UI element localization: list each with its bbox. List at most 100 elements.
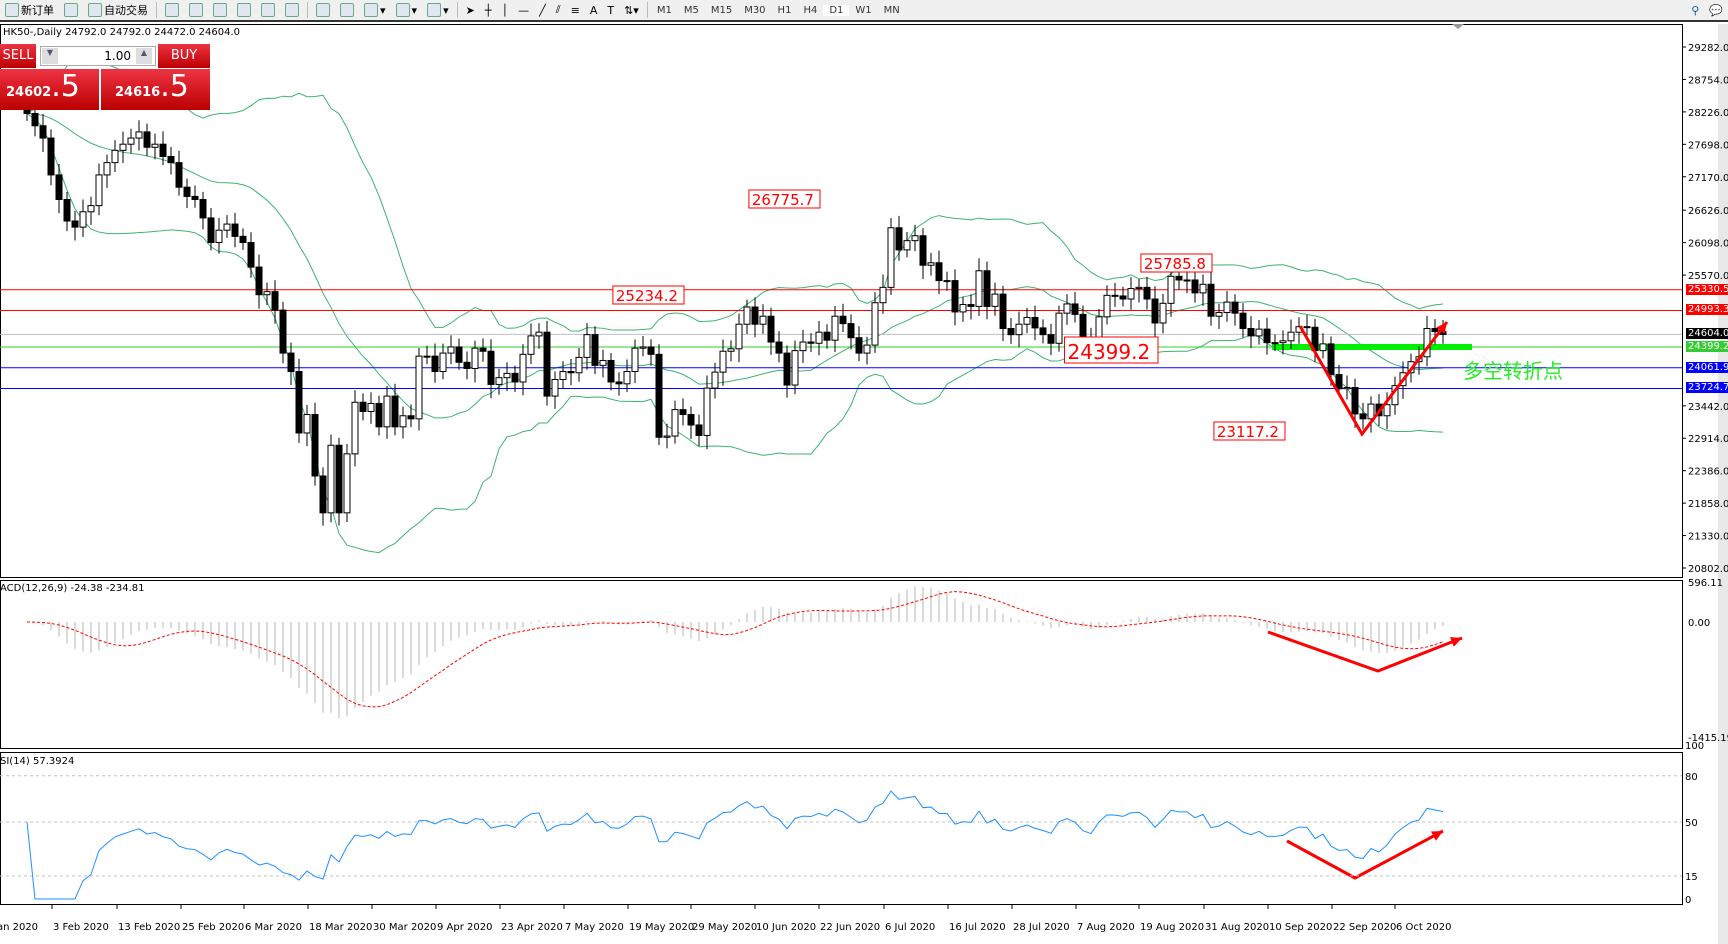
toolbar: 新订单 自动交易 ▾ ▾ ▾ ➤ ┼ │ — ╱ ⫽ ≡ A T ⇅▾ M1 M5…: [0, 0, 1728, 22]
candle-body: [959, 304, 967, 313]
crosshair-icon: ┼: [484, 3, 492, 17]
channel-button[interactable]: ⫽: [551, 0, 566, 20]
indicators-button[interactable]: ▾: [359, 0, 391, 20]
candle-body: [1287, 331, 1295, 342]
rsi-pane: [0, 752, 1683, 905]
price-callout: 26775.7: [752, 191, 814, 209]
candle-body: [327, 444, 335, 514]
price-axis-label: 29282.0: [1688, 43, 1728, 54]
candle-body: [111, 149, 119, 164]
candle-body: [319, 475, 327, 514]
macd-pane: [0, 580, 1683, 749]
vline-button[interactable]: │: [496, 0, 513, 20]
candle-body: [1279, 340, 1287, 344]
timeframe-h4[interactable]: H4: [803, 4, 818, 16]
zoom-out-button[interactable]: [256, 0, 280, 20]
price-axis-label: 26098.0: [1688, 239, 1728, 250]
hline-price-label: 25330.5: [1686, 283, 1728, 295]
rsi-label: SI(14) 57.3924: [0, 756, 75, 767]
one-click-trading-panel: SELL 1.00 ▼ ▲ BUY 24602.5 24616.5: [0, 44, 210, 110]
text-icon: A: [589, 3, 598, 17]
candle-body: [735, 323, 743, 350]
fibonacci-icon: ≡: [570, 3, 580, 17]
search-button[interactable]: ⚲: [1686, 0, 1704, 20]
candle-body: [439, 352, 447, 373]
sell-button[interactable]: SELL: [0, 44, 36, 68]
candle-body: [1199, 283, 1207, 294]
price-callout-box: [1213, 421, 1286, 441]
scrollbar-strip: [1718, 24, 1728, 944]
sell-price[interactable]: 24602.5: [0, 69, 99, 110]
price-pane: [0, 24, 1683, 578]
price-callout-box: [748, 189, 821, 209]
lot-size-input[interactable]: 1.00: [40, 46, 156, 66]
candle-body: [519, 353, 527, 383]
timeframe-h1[interactable]: H1: [777, 4, 792, 16]
auto-trading-button[interactable]: 自动交易: [83, 0, 153, 20]
trendline-button[interactable]: ╱: [534, 0, 551, 20]
line-chart-button[interactable]: [208, 0, 232, 20]
timeframe-m30[interactable]: M30: [744, 4, 766, 16]
candle-body: [287, 352, 295, 373]
candle-body: [103, 162, 111, 176]
candle-body: [1103, 294, 1111, 318]
candle-body: [343, 453, 351, 514]
autoscroll-button[interactable]: [311, 0, 335, 20]
candle-body: [847, 323, 855, 339]
timeframe-mn[interactable]: MN: [883, 4, 900, 16]
bar-chart-button[interactable]: [160, 0, 184, 20]
lot-decrease-button[interactable]: ▼: [42, 48, 58, 64]
lot-increase-button[interactable]: ▲: [136, 48, 152, 64]
candle-body: [751, 306, 759, 325]
candle-body: [695, 424, 703, 436]
chart-shift-button[interactable]: [335, 0, 359, 20]
zoom-in-button[interactable]: [232, 0, 256, 20]
price-axis-label: 27698.0: [1688, 140, 1728, 151]
candle-body: [1047, 334, 1055, 344]
candle-body: [575, 356, 583, 374]
timeframe-m5[interactable]: M5: [683, 4, 699, 16]
date-axis-label: 19 Aug 2020: [1140, 922, 1204, 933]
timeframe-w1[interactable]: W1: [855, 4, 872, 16]
buy-price[interactable]: 24616.5: [101, 69, 210, 110]
candle-body: [719, 350, 727, 373]
fibo-button[interactable]: ≡: [566, 0, 585, 20]
hline-button[interactable]: —: [513, 0, 534, 20]
candle-body: [303, 414, 311, 434]
candle-body: [615, 381, 623, 385]
tile-button[interactable]: [280, 0, 304, 20]
new-order-button[interactable]: 新订单: [0, 0, 59, 20]
candle-body: [1127, 288, 1135, 300]
timeframe-m15[interactable]: M15: [710, 4, 733, 16]
candle-body: [375, 402, 383, 428]
candle-body: [1111, 294, 1119, 297]
macd-v-arrow: [1267, 630, 1463, 673]
candle-body: [199, 198, 207, 219]
cursor-button[interactable]: ➤: [461, 0, 480, 20]
periods-button[interactable]: ▾: [391, 0, 423, 20]
arrows-button[interactable]: ⇅▾: [619, 0, 644, 20]
chart-shift-marker: [1452, 24, 1464, 29]
chart-area[interactable]: 29282.0 28754.0 28226.0 27698.0 27170.0 26626…: [0, 24, 1728, 944]
candle-body: [479, 347, 487, 352]
date-axis-label: 29 May 2020: [692, 922, 757, 933]
price-axis-label: 28226.0: [1688, 108, 1728, 119]
auto-trading-label: 自动交易: [104, 4, 148, 17]
candle-body: [543, 331, 551, 397]
templates-button[interactable]: ▾: [422, 0, 454, 20]
buy-button[interactable]: BUY: [158, 44, 210, 68]
price-callout-box: [612, 285, 685, 305]
candle-body: [135, 131, 143, 139]
timeframe-m1[interactable]: M1: [656, 4, 672, 16]
candle-body: [1135, 286, 1143, 290]
candle-body: [511, 372, 519, 383]
chat-button[interactable]: 💬: [1704, 0, 1728, 20]
candle-chart-button[interactable]: [184, 0, 208, 20]
label-button[interactable]: T: [602, 0, 619, 20]
candle-body: [383, 395, 391, 428]
metaeditor-button[interactable]: [59, 0, 83, 20]
crosshair-button[interactable]: ┼: [480, 0, 497, 20]
timeframe-d1[interactable]: D1: [823, 4, 850, 16]
text-button[interactable]: A: [585, 0, 603, 20]
candle-body: [431, 355, 439, 373]
